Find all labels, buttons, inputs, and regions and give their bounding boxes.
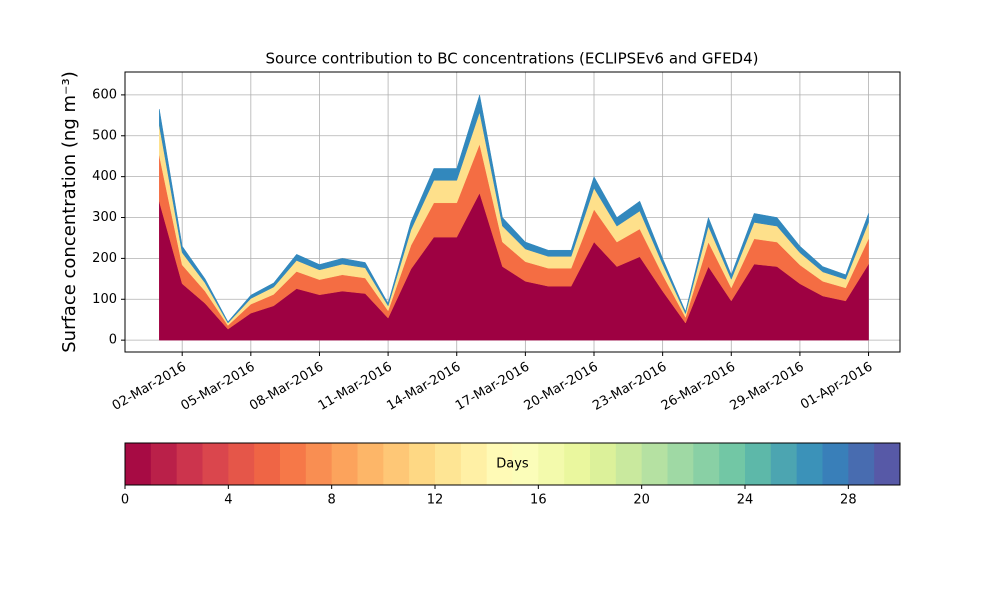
colorbar-swatch bbox=[435, 443, 462, 485]
colorbar-swatch bbox=[150, 443, 178, 485]
colorbar-tick-label: 8 bbox=[328, 493, 336, 508]
area-layer bbox=[159, 94, 869, 324]
x-tick-label: 05-Mar-2016 bbox=[178, 360, 257, 414]
y-tick-label: 300 bbox=[92, 210, 117, 225]
colorbar-swatch bbox=[176, 443, 203, 485]
colorbar-tick-label: 20 bbox=[633, 493, 650, 508]
plot-frame bbox=[124, 71, 901, 353]
y-tick-label: 200 bbox=[92, 251, 117, 266]
colorbar-tick-label: 12 bbox=[427, 493, 444, 508]
colorbar-swatch bbox=[486, 443, 513, 485]
x-tick-label: 02-Mar-2016 bbox=[110, 360, 189, 414]
x-tick-label: 20-Mar-2016 bbox=[522, 360, 601, 414]
colorbar-swatch bbox=[331, 443, 358, 485]
colorbar-tick-label: 16 bbox=[530, 493, 547, 508]
colorbar-swatch bbox=[667, 443, 694, 485]
x-tick-label: 17-Mar-2016 bbox=[453, 360, 532, 414]
colorbar-frame bbox=[124, 442, 901, 486]
colorbar-swatch bbox=[770, 443, 798, 485]
colorbar-swatch bbox=[538, 443, 565, 485]
x-tick-label: 29-Mar-2016 bbox=[728, 360, 807, 414]
chart-title: Source contribution to BC concentrations… bbox=[265, 50, 758, 68]
colorbar-swatch bbox=[512, 443, 539, 485]
colorbar-tick-label: 28 bbox=[840, 493, 857, 508]
colorbar-swatch bbox=[848, 443, 875, 485]
x-tick-label: 11-Mar-2016 bbox=[316, 360, 395, 414]
colorbar-swatch bbox=[745, 443, 772, 485]
colorbar-swatch bbox=[409, 443, 436, 485]
colorbar-swatch bbox=[590, 443, 617, 485]
colorbar-swatch bbox=[796, 443, 823, 485]
y-tick-label: 500 bbox=[92, 128, 117, 143]
colorbar-swatch bbox=[693, 443, 720, 485]
colorbar-swatch bbox=[383, 443, 410, 485]
x-tick-label: 01-Apr-2016 bbox=[798, 360, 875, 413]
colorbar-swatch bbox=[228, 443, 255, 485]
colorbar-swatch bbox=[305, 443, 333, 485]
colorbar-tick-label: 4 bbox=[224, 493, 232, 508]
y-axis-label: Surface concentration (ng m⁻³) bbox=[59, 71, 80, 353]
colorbar-swatch bbox=[641, 443, 668, 485]
y-tick-label: 400 bbox=[92, 169, 117, 184]
colorbar-swatch bbox=[822, 443, 849, 485]
colorbar-swatch bbox=[564, 443, 591, 485]
colorbar-swatch bbox=[202, 443, 229, 485]
colorbar-tick-label: 0 bbox=[121, 493, 129, 508]
colorbar-swatch bbox=[357, 443, 384, 485]
x-tick-label: 08-Mar-2016 bbox=[247, 360, 326, 414]
x-tick-label: 14-Mar-2016 bbox=[384, 360, 463, 414]
colorbar-swatch bbox=[460, 443, 488, 485]
colorbar-swatch bbox=[280, 443, 307, 485]
colorbar-swatch bbox=[719, 443, 746, 485]
colorbar-label: Days bbox=[496, 457, 529, 472]
x-tick-label: 26-Mar-2016 bbox=[659, 360, 738, 414]
x-tick-label: 23-Mar-2016 bbox=[590, 360, 669, 414]
colorbar-tick-label: 24 bbox=[737, 493, 754, 508]
y-tick-label: 0 bbox=[109, 333, 117, 348]
y-tick-label: 100 bbox=[92, 292, 117, 307]
colorbar-swatch bbox=[874, 443, 901, 485]
y-tick-label: 600 bbox=[92, 87, 117, 102]
colorbar-swatch bbox=[615, 443, 643, 485]
colorbar-swatch bbox=[254, 443, 281, 485]
colorbar-swatch bbox=[125, 443, 152, 485]
